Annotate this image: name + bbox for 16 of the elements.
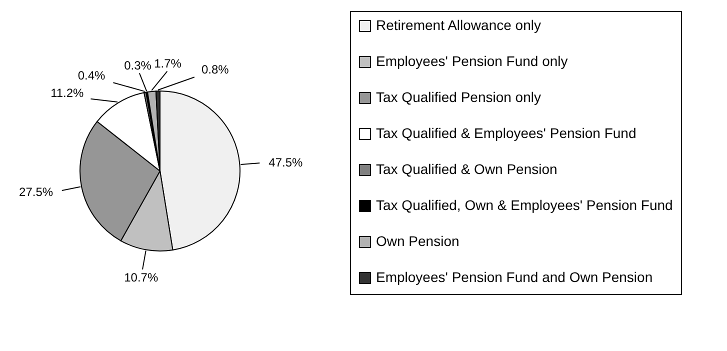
legend-label: Employees' Pension Fund and Own Pension [376,269,653,285]
data-label: 10.7% [124,270,158,284]
legend-label: Own Pension [376,233,460,249]
data-label: 27.5% [19,185,54,200]
data-label: 1.7% [154,56,182,70]
data-label: 11.2% [50,86,84,100]
data-label: 0.4% [78,68,106,83]
legend-label: Tax Qualified, Own & Employees' Pension Fund [376,197,673,213]
data-label: 0.3% [124,58,152,72]
legend-label: Retirement Allowance only [376,17,541,33]
legend-label: Employees' Pension Fund only [376,53,568,69]
legend-label: Tax Qualified & Employees' Pension Fund [376,125,636,141]
legend-label: Tax Qualified & Own Pension [376,161,558,177]
legend-label: Tax Qualified Pension only [376,89,541,105]
data-label: 47.5% [268,155,303,170]
data-label: 0.8% [201,62,230,77]
